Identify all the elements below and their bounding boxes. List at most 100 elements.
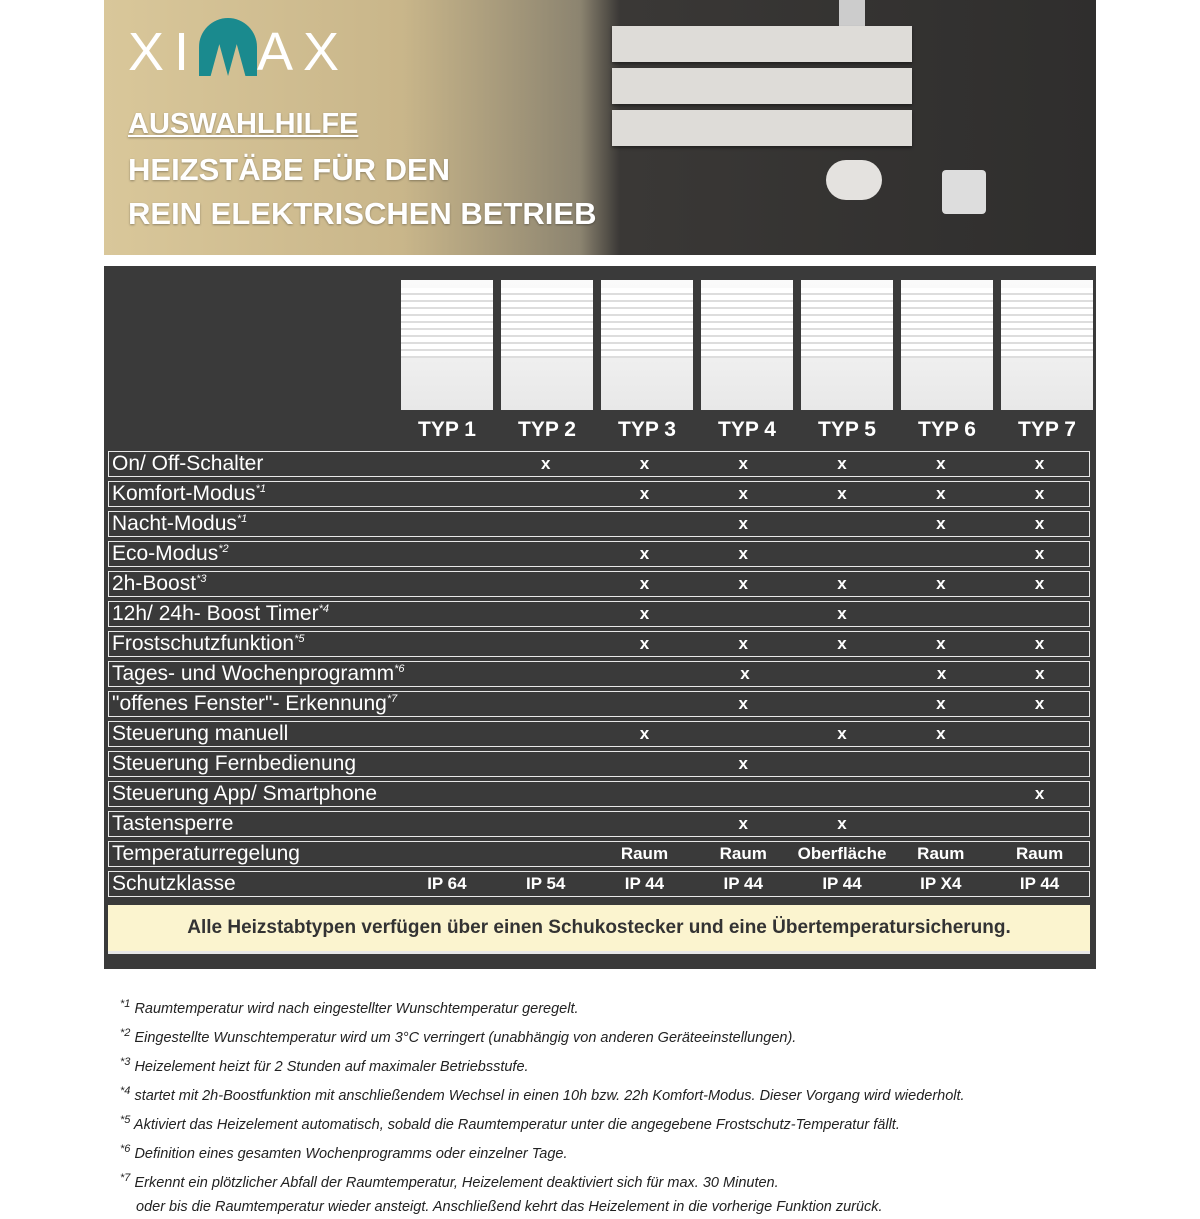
row-label-text: 2h-Boost xyxy=(112,572,197,595)
product-image-6 xyxy=(901,280,993,410)
check-mark: x xyxy=(837,724,847,743)
heating-element-image xyxy=(826,160,882,200)
type-header: TYP 5 xyxy=(818,418,876,441)
footnote-ref: *5 xyxy=(294,633,305,645)
footnote-ref: *2 xyxy=(218,543,229,555)
table-row: Frostschutzfunktion*5 x x x x x xyxy=(108,631,1090,657)
row-label: Eco-Modus*2 xyxy=(109,542,398,566)
footnote-ref: *6 xyxy=(394,663,405,675)
table-row: 2h-Boost*3 x x x x x xyxy=(108,571,1090,597)
type-header: TYP 7 xyxy=(1018,418,1076,441)
table-row: Nacht-Modus*1 x x x xyxy=(108,511,1090,537)
table-row: Steuerung Fernbedienung x xyxy=(108,751,1090,777)
check-mark: x xyxy=(540,454,551,473)
row-label-text: Steuerung App/ Smartphone xyxy=(112,782,378,805)
cell-value: IP 44 xyxy=(1019,874,1060,893)
check-mark: x xyxy=(738,484,748,503)
cell-value: IP 44 xyxy=(723,874,763,893)
product-image-1 xyxy=(401,280,493,410)
check-mark: x xyxy=(936,454,946,473)
table-row: Tages- und Wochenprogramm*6 x x x xyxy=(108,661,1090,687)
footnote-mark: *7 xyxy=(120,1172,131,1185)
check-mark: x xyxy=(639,544,650,563)
check-mark: x xyxy=(837,604,847,623)
table-row: Temperaturregelung Raum Raum Oberfläche Raum… xyxy=(108,841,1090,867)
table-row: Eco-Modus*2 x x x xyxy=(108,541,1090,567)
footnote-text: Aktiviert das Heizelement automatisch, s… xyxy=(133,1116,900,1133)
product-image-3 xyxy=(601,280,693,410)
footnote-ref: *3 xyxy=(196,573,207,585)
footnote-ref: *4 xyxy=(318,603,330,615)
row-label-text: Komfort-Modus xyxy=(112,482,256,505)
row-label-text: Nacht-Modus xyxy=(112,512,237,535)
row-label: 2h-Boost*3 xyxy=(109,572,398,596)
socket-image xyxy=(942,170,986,214)
check-mark: x xyxy=(1034,454,1045,473)
row-label: Temperaturregelung xyxy=(109,842,398,866)
cell-value: IP 54 xyxy=(525,874,566,893)
row-label: Schutzklasse xyxy=(109,872,398,896)
footnote-mark: *3 xyxy=(120,1056,131,1069)
check-mark: x xyxy=(740,664,750,683)
row-label-text: Steuerung Fernbedienung xyxy=(112,752,357,775)
table-row: Steuerung App/ Smartphone x xyxy=(108,781,1090,807)
row-label: "offenes Fenster"- Erkennung*7 xyxy=(109,692,398,716)
cell-value: IP 44 xyxy=(822,874,862,893)
row-label-text: Eco-Modus xyxy=(112,542,219,565)
cell-value: Raum xyxy=(719,844,767,863)
footnote-text: Definition eines gesamten Wochenprogramm… xyxy=(134,1145,568,1162)
table-row: "offenes Fenster"- Erkennung*7 x x x xyxy=(108,691,1090,717)
check-mark: x xyxy=(738,544,748,563)
table-row: 12h/ 24h- Boost Timer*4 x x xyxy=(108,601,1090,627)
footnote: *5 Aktiviert das Heizelement automatisch… xyxy=(120,1108,965,1137)
type-header: TYP 6 xyxy=(918,418,976,441)
row-label: Steuerung Fernbedienung xyxy=(109,752,398,776)
table-row: Steuerung manuell x x x xyxy=(108,721,1090,747)
check-mark: x xyxy=(639,634,650,653)
check-mark: x xyxy=(936,724,946,743)
type-header: TYP 4 xyxy=(718,418,776,441)
row-label: 12h/ 24h- Boost Timer*4 xyxy=(109,602,398,626)
footnote-text: Heizelement heizt für 2 Stunden auf maxi… xyxy=(134,1058,529,1075)
check-mark: x xyxy=(1034,784,1045,803)
check-mark: x xyxy=(936,664,947,683)
row-label-text: "offenes Fenster"- Erkennung xyxy=(112,692,387,715)
check-mark: x xyxy=(837,814,847,833)
row-label-text: Tages- und Wochenprogramm xyxy=(112,662,395,685)
row-label: Steuerung App/ Smartphone xyxy=(109,782,398,806)
table-row: Tastensperre x x xyxy=(108,811,1090,837)
product-image-7 xyxy=(1001,280,1093,410)
row-label-text: Temperaturregelung xyxy=(112,842,300,865)
check-mark: x xyxy=(738,634,748,653)
radiator-image xyxy=(612,26,912,154)
check-mark: x xyxy=(1034,574,1045,593)
footnote-mark: *1 xyxy=(120,998,131,1010)
ximax-logo: XI AX xyxy=(128,18,349,83)
check-mark: x xyxy=(738,754,748,773)
row-label-text: Steuerung manuell xyxy=(112,722,289,745)
row-label-text: Schutzklasse xyxy=(112,872,236,895)
row-label: Nacht-Modus*1 xyxy=(109,512,398,536)
footnote-mark: *2 xyxy=(120,1027,131,1040)
type-header: TYP 2 xyxy=(518,418,576,441)
cell-value: Raum xyxy=(917,844,965,863)
check-mark: x xyxy=(1034,634,1045,653)
check-mark: x xyxy=(738,514,748,533)
title-line-2: REIN ELEKTRISCHEN BETRIEB xyxy=(128,196,597,231)
check-mark: x xyxy=(936,694,946,713)
title-line-1: HEIZSTÄBE FÜR DEN xyxy=(128,152,451,187)
footnote-ref: *1 xyxy=(236,513,248,525)
footnote-mark: *6 xyxy=(120,1143,131,1156)
table-row: Komfort-Modus*1 x x x x x xyxy=(108,481,1090,507)
check-mark: x xyxy=(738,454,748,473)
check-mark: x xyxy=(837,454,847,473)
check-mark: x xyxy=(936,514,946,533)
check-mark: x xyxy=(837,634,847,653)
check-mark: x xyxy=(738,814,748,833)
check-mark: x xyxy=(639,484,650,503)
row-label: Tages- und Wochenprogramm*6 xyxy=(109,662,405,686)
check-mark: x xyxy=(1034,544,1045,563)
row-label: Frostschutzfunktion*5 xyxy=(109,632,398,656)
check-mark: x xyxy=(639,724,650,743)
check-mark: x xyxy=(936,574,946,593)
